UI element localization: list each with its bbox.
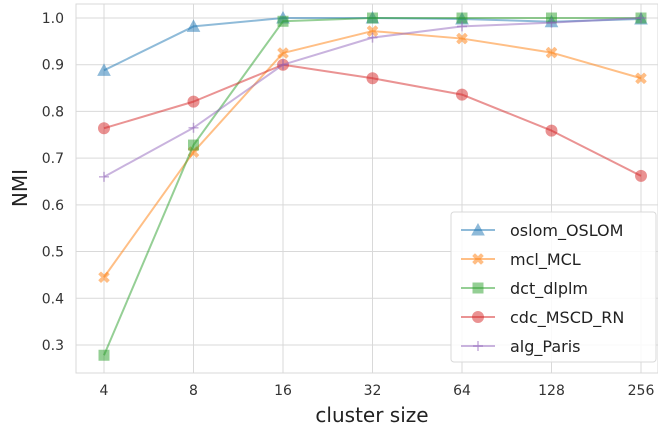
legend-item: oslom_OSLOM (461, 221, 623, 241)
data-point (635, 72, 647, 84)
data-point (277, 15, 289, 27)
x-tick-label: 4 (100, 383, 109, 399)
data-point (635, 169, 647, 182)
data-point (188, 122, 199, 133)
series-layer (97, 10, 648, 361)
x-tick-label: 256 (628, 383, 655, 399)
legend-item: alg_Paris (461, 337, 581, 357)
x-tick-label: 128 (538, 383, 565, 399)
legend-label: cdc_MSCD_RN (510, 308, 624, 328)
series-mcl_MCL (98, 25, 647, 283)
data-point (98, 271, 110, 283)
data-point (97, 63, 111, 76)
y-tick-label: 0.9 (42, 58, 64, 74)
data-point (366, 72, 379, 85)
y-tick-label: 0.6 (42, 198, 64, 214)
data-point (277, 47, 289, 59)
legend-marker (472, 311, 484, 323)
grid-layer (76, 4, 658, 373)
x-axis-label: cluster size (315, 403, 428, 427)
x-tick-label: 32 (364, 383, 382, 399)
data-point (98, 349, 110, 361)
data-point (546, 17, 557, 28)
y-tick-label: 0.8 (42, 104, 64, 120)
y-tick-label: 0.4 (42, 291, 64, 307)
data-point (186, 19, 201, 32)
legend-marker (472, 253, 484, 265)
y-tick-label: 0.3 (42, 338, 64, 354)
legend-item: cdc_MSCD_RN (461, 308, 624, 328)
x-tick-label: 8 (189, 383, 198, 399)
legend-marker (473, 341, 483, 351)
x-tick-label: 64 (453, 383, 471, 399)
data-point (636, 13, 646, 24)
data-point (98, 122, 110, 135)
data-point (367, 32, 378, 43)
series-cdc_MSCD_RN (98, 58, 647, 182)
y-tick-label: 0.5 (42, 245, 64, 261)
legend-marker (471, 222, 485, 236)
legend-label: alg_Paris (510, 337, 581, 357)
data-point (456, 32, 468, 45)
series-alg_Paris (99, 13, 646, 182)
ticks-layer: 4 8 16 32 64 128 256 0.3 0.4 0.5 0.6 0.7 0.8 0.9 1.0 (42, 11, 655, 399)
legend: oslom_OSLOM mcl_MCL dct_dlplm cdc_MSCD_RNal… (450, 211, 657, 363)
legend-box (450, 211, 657, 363)
data-point (188, 139, 199, 151)
data-point (457, 21, 467, 32)
y-axis-label: NMI (8, 169, 32, 207)
legend-item: mcl_MCL (461, 250, 581, 270)
data-point (99, 171, 109, 182)
data-point (278, 59, 288, 70)
data-point (545, 124, 558, 137)
x-tick-label: 16 (274, 383, 292, 399)
plot-frame (75, 3, 658, 374)
data-point (366, 25, 379, 37)
data-point (187, 95, 200, 108)
y-tick-label: 1.0 (42, 11, 64, 27)
legend-label: oslom_OSLOM (510, 221, 623, 241)
data-point (367, 12, 378, 24)
data-point (545, 46, 558, 59)
legend-label: mcl_MCL (510, 250, 581, 270)
legend-item: dct_dlplm (461, 279, 588, 299)
y-tick-label: 0.7 (42, 151, 64, 167)
legend-marker (472, 282, 484, 294)
data-point (456, 88, 468, 101)
legend-label: dct_dlplm (510, 279, 588, 299)
